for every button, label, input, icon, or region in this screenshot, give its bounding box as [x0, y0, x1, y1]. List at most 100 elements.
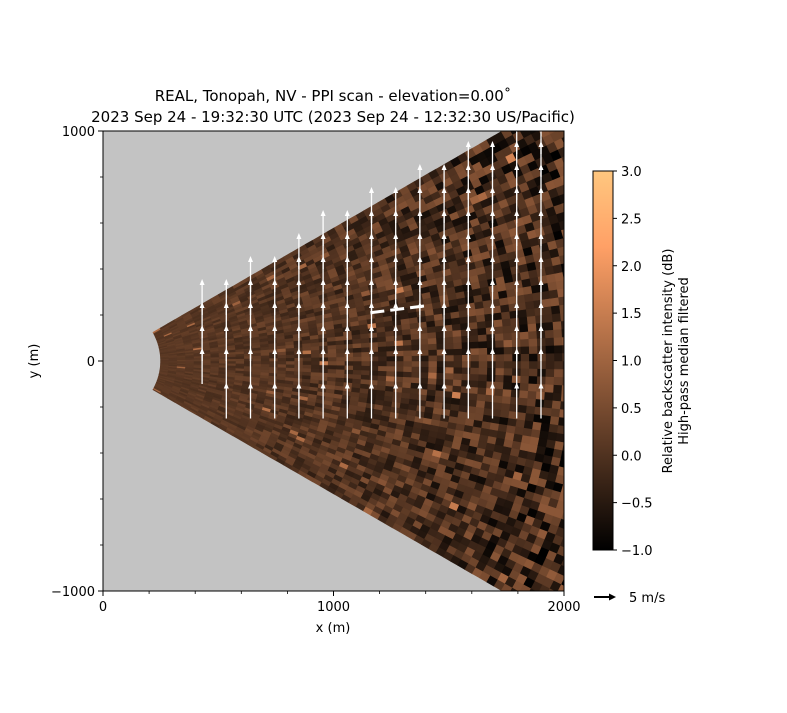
wind-vector-head — [514, 382, 520, 389]
heatmap-cell — [302, 357, 312, 362]
heatmap-cell — [503, 367, 513, 376]
heatmap-cell — [579, 176, 590, 187]
heatmap-cell — [500, 131, 514, 139]
heatmap-cell — [319, 368, 329, 374]
heatmap-cell — [500, 409, 510, 419]
heatmap-cell — [537, 368, 547, 377]
heatmap-cell — [411, 360, 421, 367]
heatmap-cell — [493, 318, 504, 328]
heatmap-cell — [452, 385, 462, 393]
heatmap-cell — [579, 336, 588, 345]
heatmap-cell — [576, 302, 585, 311]
heatmap-cell — [445, 354, 455, 362]
heatmap-cell — [494, 325, 504, 335]
heatmap-cell — [555, 279, 564, 290]
heatmap-cell — [574, 285, 584, 295]
heatmap-cell — [470, 347, 480, 355]
heatmap-cell — [534, 306, 545, 316]
wind-vector-head — [296, 382, 302, 389]
heatmap-cell — [571, 444, 581, 454]
heatmap-cell — [566, 468, 576, 478]
heatmap-cell — [563, 184, 564, 187]
heatmap-cell — [520, 353, 530, 362]
heatmap-cell — [544, 329, 555, 339]
heatmap-cell — [525, 405, 536, 415]
heatmap-cell — [552, 392, 563, 402]
heatmap-cell — [302, 360, 312, 365]
heatmap-cell — [558, 254, 564, 265]
heatmap-cell — [544, 321, 554, 331]
heatmap-cell — [402, 344, 413, 351]
heatmap-cell — [403, 355, 413, 362]
heatmap-cell — [574, 427, 584, 437]
heatmap-cell — [557, 583, 564, 591]
heatmap-cell — [483, 407, 494, 416]
heatmap-cell — [571, 361, 579, 369]
heatmap-cell — [451, 397, 461, 406]
heatmap-cell — [469, 341, 480, 349]
heatmap-cell — [574, 470, 584, 480]
heatmap-cell — [569, 402, 578, 411]
heatmap-cell — [244, 358, 254, 362]
heatmap-cell — [580, 480, 590, 491]
heatmap-cell — [556, 499, 564, 511]
heatmap-cell — [560, 400, 564, 410]
heatmap-cell — [344, 360, 354, 366]
heatmap-cell — [377, 340, 387, 347]
heatmap-cell — [394, 365, 405, 372]
heatmap-cell — [459, 398, 470, 407]
heatmap-cell — [494, 387, 504, 397]
heatmap-cell — [583, 184, 594, 195]
heatmap-cell — [518, 316, 529, 325]
wind-vector-head — [248, 382, 253, 389]
heatmap-cell — [560, 174, 564, 185]
heatmap-cell — [573, 277, 583, 287]
heatmap-cell — [487, 360, 497, 369]
wind-vector-head — [417, 164, 423, 170]
heatmap-cell — [535, 314, 545, 324]
heatmap-cell — [487, 353, 497, 362]
heatmap-cell — [453, 341, 463, 350]
heatmap-cell — [445, 360, 455, 368]
wind-vector-head — [441, 164, 447, 170]
heatmap-cell — [344, 369, 354, 375]
heatmap-cell — [310, 367, 321, 373]
heatmap-cell — [583, 420, 592, 430]
heatmap-cell — [461, 373, 471, 381]
heatmap-cell — [557, 245, 564, 257]
heatmap-cell — [579, 445, 589, 455]
heatmap-cell — [478, 367, 488, 375]
heatmap-cell — [535, 398, 545, 408]
heatmap-cell — [492, 401, 503, 411]
heatmap-cell — [377, 370, 388, 377]
heatmap-cell — [445, 366, 455, 374]
heatmap-cell — [443, 330, 454, 338]
heatmap-cell — [518, 397, 529, 406]
heatmap-cell — [585, 301, 594, 310]
heatmap-cell — [478, 340, 488, 349]
heatmap-cell — [503, 339, 513, 348]
heatmap-cell — [537, 360, 547, 370]
heatmap-cell — [503, 360, 514, 369]
heatmap-cell — [403, 365, 413, 373]
heatmap-cell — [419, 343, 429, 351]
heatmap-cell — [572, 532, 583, 543]
heatmap-cell — [540, 422, 551, 432]
heatmap-cell — [579, 386, 588, 395]
heatmap-cell — [468, 321, 479, 330]
heatmap-cell — [277, 357, 287, 362]
heatmap-cell — [577, 310, 586, 319]
heatmap-cell — [537, 352, 547, 362]
heatmap-cell — [491, 408, 502, 418]
colorbar-tick-label: 2.0 — [621, 260, 642, 275]
heatmap-cell — [568, 541, 579, 552]
heatmap-cell — [553, 328, 563, 338]
heatmap-cell — [403, 360, 413, 367]
heatmap-cell — [579, 378, 588, 387]
heatmap-cell — [411, 371, 421, 378]
heatmap-cell — [520, 375, 530, 384]
heatmap-cell — [510, 396, 520, 405]
heatmap-cell — [613, 379, 622, 388]
heatmap-cell — [561, 155, 564, 164]
